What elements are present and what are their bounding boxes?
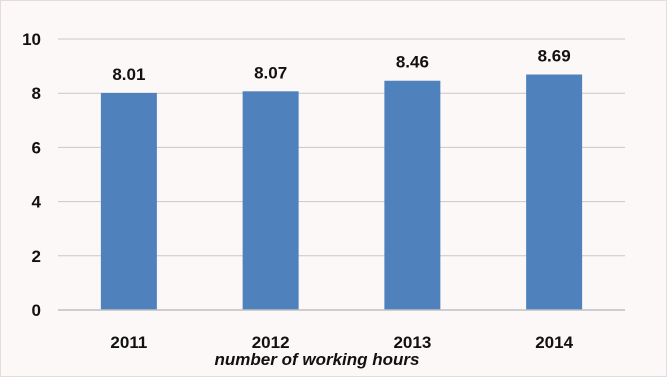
y-tick-label: 4 <box>32 193 42 212</box>
y-tick-label: 6 <box>32 138 41 157</box>
bars <box>100 74 583 310</box>
bar-2012 <box>242 91 299 310</box>
x-tick-label-2013: 2013 <box>393 333 431 352</box>
x-tick-label-2012: 2012 <box>252 333 290 352</box>
labels: 0 2 4 6 8 10 8.01 2011 8.07 2012 8.46 2013 8.69 2014 <box>22 30 573 352</box>
data-label-2012: 8.07 <box>254 63 287 82</box>
data-label-2013: 8.46 <box>396 53 429 72</box>
bar-2014 <box>526 74 583 310</box>
bar-2013 <box>384 80 441 310</box>
y-tick-label: 0 <box>32 301 41 320</box>
data-label-2011: 8.01 <box>112 65 145 84</box>
x-axis-title: number of working hours <box>215 350 420 369</box>
y-tick-label: 10 <box>22 30 41 49</box>
x-tick-label-2014: 2014 <box>535 333 573 352</box>
y-tick-label: 8 <box>32 84 41 103</box>
x-tick-label-2011: 2011 <box>110 333 147 352</box>
y-tick-label: 2 <box>32 247 41 266</box>
bar-2011 <box>100 92 157 310</box>
data-label-2014: 8.69 <box>538 47 571 66</box>
